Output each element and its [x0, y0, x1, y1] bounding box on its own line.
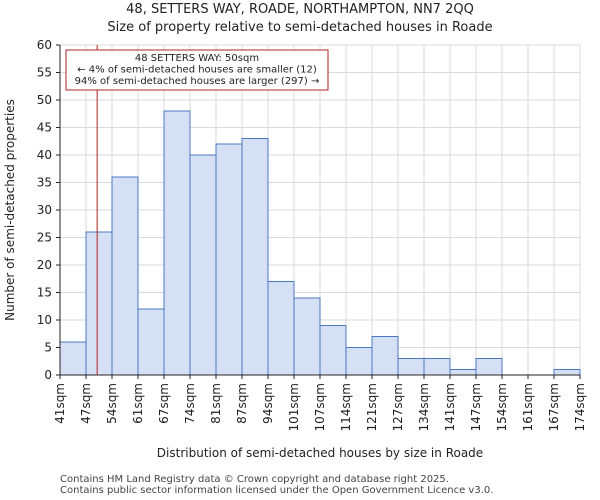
y-tick-label: 25	[37, 231, 52, 245]
x-tick-label: 114sqm	[339, 383, 353, 431]
x-tick-label: 67sqm	[157, 383, 171, 424]
x-tick-label: 134sqm	[417, 383, 431, 431]
x-axis-title: Distribution of semi-detached houses by …	[157, 446, 483, 460]
x-tick-label: 41sqm	[53, 383, 67, 424]
y-tick-label: 35	[37, 176, 52, 190]
x-tick-label: 161sqm	[521, 383, 535, 431]
y-tick-label: 55	[37, 66, 52, 80]
bar-107sqm	[319, 325, 347, 376]
footer-line-1: Contains HM Land Registry data © Crown c…	[60, 474, 449, 485]
bar-147sqm	[475, 358, 503, 376]
x-tick-label: 154sqm	[495, 383, 509, 431]
y-tick-label: 30	[37, 203, 52, 217]
y-tick-label: 5	[44, 341, 52, 355]
y-tick-label: 15	[37, 286, 52, 300]
y-tick-label: 50	[37, 93, 52, 107]
annotation-line-1: 48 SETTERS WAY: 50sqm	[135, 53, 259, 64]
chart-subtitle: Size of property relative to semi-detach…	[107, 20, 493, 35]
footer-line-2: Contains public sector information licen…	[60, 485, 494, 496]
x-tick-label: 87sqm	[235, 383, 249, 424]
x-tick-label: 54sqm	[105, 383, 119, 424]
bar-94sqm	[267, 281, 295, 376]
y-tick-label: 10	[37, 313, 52, 327]
x-tick-label: 107sqm	[313, 383, 327, 431]
bar-41sqm	[59, 341, 87, 376]
x-tick-label: 167sqm	[547, 383, 561, 431]
bar-114sqm	[345, 347, 373, 376]
bar-74sqm	[189, 154, 217, 376]
x-tick-label: 121sqm	[365, 383, 379, 431]
bar-47sqm	[85, 231, 113, 376]
y-tick-label: 45	[37, 121, 52, 135]
chart-title: 48, SETTERS WAY, ROADE, NORTHAMPTON, NN7…	[126, 2, 474, 17]
bar-81sqm	[215, 143, 243, 376]
x-tick-label: 147sqm	[469, 383, 483, 431]
annotation-box	[65, 49, 329, 91]
bar-121sqm	[371, 336, 399, 376]
y-tick-label: 60	[37, 38, 52, 52]
y-tick-label: 40	[37, 148, 52, 162]
x-tick-label: 141sqm	[443, 383, 457, 431]
bar-61sqm	[137, 308, 165, 376]
bar-134sqm	[423, 358, 451, 376]
bar-101sqm	[293, 297, 321, 376]
x-tick-label: 101sqm	[287, 383, 301, 431]
x-tick-label: 127sqm	[391, 383, 405, 431]
bar-87sqm	[241, 138, 269, 376]
x-tick-label: 74sqm	[183, 383, 197, 424]
bar-67sqm	[163, 110, 191, 376]
x-tick-label: 174sqm	[573, 383, 587, 431]
annotation-line-3: 94% of semi-detached houses are larger (…	[75, 76, 320, 87]
bar-141sqm	[449, 369, 477, 376]
bar-54sqm	[111, 176, 139, 376]
bar-167sqm	[553, 369, 581, 376]
y-tick-label: 20	[37, 258, 52, 272]
x-tick-label: 47sqm	[79, 383, 93, 424]
annotation-line-2: ← 4% of semi-detached houses are smaller…	[77, 65, 317, 76]
bar-127sqm	[397, 358, 425, 376]
y-tick-label: 0	[44, 368, 52, 382]
x-tick-label: 94sqm	[261, 383, 275, 424]
x-tick-label: 61sqm	[131, 383, 145, 424]
x-tick-label: 81sqm	[209, 383, 223, 424]
y-axis-title: Number of semi-detached properties	[3, 99, 17, 321]
